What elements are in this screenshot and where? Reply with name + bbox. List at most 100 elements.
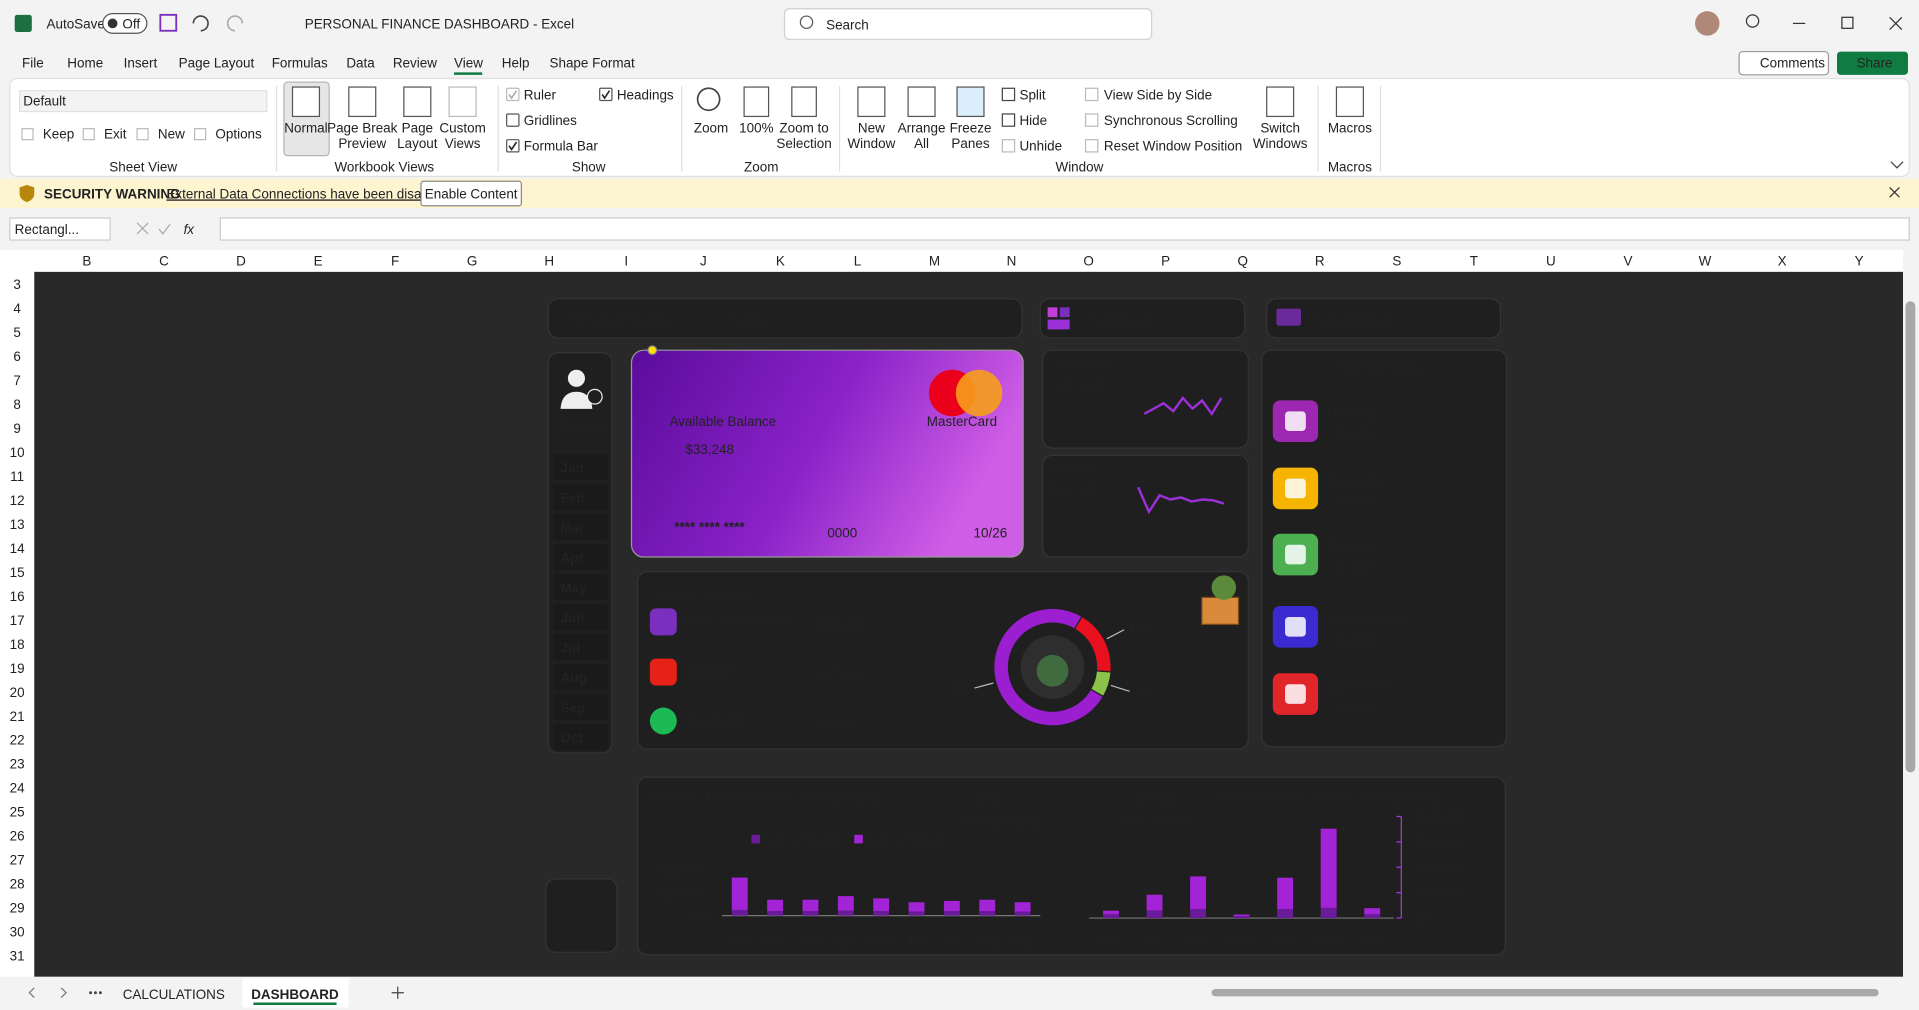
menu-tab[interactable]: Review: [393, 55, 437, 70]
name-box[interactable]: [9, 217, 111, 241]
column-header: B: [82, 254, 91, 269]
ribbon: [9, 77, 1910, 178]
view-icon[interactable]: [448, 86, 477, 118]
view-icon[interactable]: [403, 86, 432, 118]
month-label[interactable]: Oct: [561, 730, 584, 745]
nav-link[interactable]: Dashboard: [1086, 312, 1152, 327]
formula-input[interactable]: [219, 217, 1910, 241]
month-button[interactable]: [553, 544, 609, 570]
group-label: Zoom: [744, 160, 778, 175]
view-icon[interactable]: [348, 86, 377, 118]
switch-icon[interactable]: [1266, 86, 1295, 118]
bar: [837, 896, 854, 911]
window-icon[interactable]: [857, 86, 886, 118]
bar: [1233, 916, 1250, 919]
month-button[interactable]: [553, 694, 609, 720]
x-tick-label: May: [868, 934, 894, 949]
dashboard-nav-icon: [1047, 319, 1070, 330]
zoom-icon[interactable]: [743, 86, 770, 118]
zoom-icon[interactable]: [791, 86, 817, 118]
month-button[interactable]: [553, 514, 609, 540]
bar: [1014, 902, 1031, 912]
month-button[interactable]: [553, 484, 609, 510]
wallet-cash: [1211, 575, 1237, 600]
column-header: G: [467, 254, 477, 269]
bar: [943, 911, 960, 916]
income-sources-title: Income Sources: [651, 585, 748, 600]
bar: [1103, 910, 1119, 915]
chart-title: Weekly Trends Income and Spending: [1219, 790, 1442, 805]
security-message[interactable]: External Data Connections have been disa…: [166, 186, 446, 201]
comments-label: Comments: [1760, 55, 1825, 70]
month-button[interactable]: [553, 634, 609, 660]
save-icon[interactable]: [159, 13, 178, 32]
nav-link[interactable]: Spreadsheet: [1314, 312, 1391, 327]
checkbox[interactable]: [506, 113, 520, 127]
comments-button[interactable]: [1738, 50, 1830, 76]
h-scroll-thumb[interactable]: [1211, 989, 1879, 997]
autosave-toggle[interactable]: [102, 13, 148, 34]
enable-button[interactable]: [420, 180, 522, 207]
menu-tab[interactable]: Home: [67, 55, 103, 70]
share-button[interactable]: [1837, 51, 1908, 75]
month-label[interactable]: Mar: [561, 521, 586, 536]
month-label[interactable]: Apr: [561, 551, 585, 566]
zoom-button-label: Zoom to: [779, 120, 828, 135]
bar: [1014, 911, 1031, 916]
bar: [1146, 910, 1163, 919]
menu-tab[interactable]: File: [22, 55, 44, 70]
month-button[interactable]: [553, 664, 609, 690]
window-icon[interactable]: [956, 86, 985, 118]
month-button[interactable]: [553, 574, 609, 600]
menu-tab[interactable]: Insert: [124, 55, 158, 70]
checkbox[interactable]: [506, 87, 520, 102]
menu-tab[interactable]: Shape Format: [550, 55, 636, 70]
sheet-tab[interactable]: CALCULATIONS: [123, 987, 225, 1002]
menu-tab[interactable]: View: [454, 55, 483, 70]
bar: [837, 910, 854, 916]
column-header: I: [624, 254, 628, 269]
checkbox[interactable]: [599, 87, 613, 102]
row-header: 9: [13, 421, 20, 436]
column-header: L: [854, 254, 862, 269]
month-label[interactable]: Jul: [561, 640, 580, 655]
zoom-icon: [696, 87, 721, 112]
window-icon[interactable]: [907, 86, 936, 118]
bar: [979, 899, 996, 912]
menu-tab[interactable]: Formulas: [272, 55, 328, 70]
category-amount: $1,544: [1333, 632, 1375, 647]
sheet-tab[interactable]: DASHBOARD: [251, 987, 339, 1002]
month-label[interactable]: Feb: [561, 491, 585, 506]
column-header: M: [929, 254, 940, 269]
month-label[interactable]: Jun: [561, 610, 585, 625]
month-label[interactable]: Sep: [561, 700, 586, 715]
month-button[interactable]: [553, 604, 609, 630]
scroll-thumb[interactable]: [1905, 301, 1916, 773]
month-label[interactable]: Aug: [561, 670, 587, 685]
window-button-label: Freeze: [950, 120, 992, 135]
checkbox[interactable]: [506, 139, 520, 153]
macros-icon[interactable]: [1335, 86, 1364, 118]
mastercard-orange: [955, 369, 1003, 417]
view-icon[interactable]: [291, 86, 321, 118]
source-icon: [649, 658, 677, 686]
column-header: K: [776, 254, 785, 269]
category-amount: $5,837: [1333, 494, 1374, 509]
menu-tab[interactable]: Page Layout: [179, 55, 255, 70]
month-label[interactable]: May: [561, 581, 588, 596]
month-label[interactable]: Jan: [561, 461, 584, 476]
dashboard-nav-icon: [1059, 307, 1070, 318]
x-tick-label: Apr: [835, 934, 856, 949]
menu-tab[interactable]: Help: [502, 55, 530, 70]
row-header: 6: [13, 349, 20, 364]
month-button[interactable]: [553, 724, 609, 750]
small-icon: [1001, 139, 1016, 153]
bar: [1233, 914, 1250, 917]
search-box[interactable]: [783, 8, 1153, 40]
month-button[interactable]: [553, 454, 609, 480]
enable-content[interactable]: Enable Content: [425, 186, 518, 201]
window-option: View Side by Side: [1104, 87, 1212, 102]
selection-handle: [647, 345, 658, 356]
menu-tab[interactable]: Data: [346, 55, 375, 70]
dashboard-nav-icon: [1047, 307, 1058, 318]
